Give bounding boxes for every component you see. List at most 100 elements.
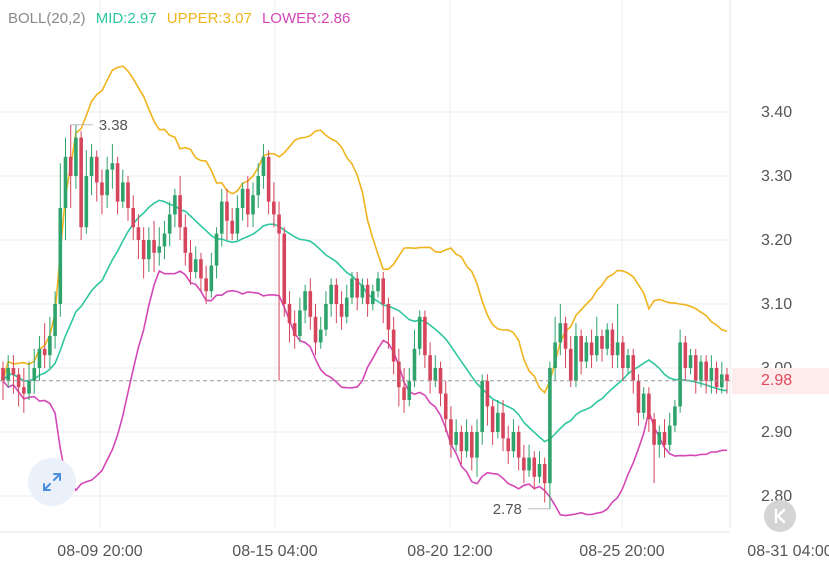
- candle: [496, 400, 500, 439]
- candle: [277, 201, 281, 381]
- candle-body: [308, 291, 313, 317]
- candle-body: [63, 156, 68, 208]
- candle-body: [563, 323, 568, 349]
- expand-button[interactable]: [28, 458, 76, 506]
- candle-body: [313, 316, 318, 343]
- y-tick-label: 3.10: [761, 296, 792, 313]
- candle-body: [74, 137, 78, 176]
- candle: [360, 278, 365, 304]
- candle: [511, 419, 516, 458]
- candle-body: [126, 182, 130, 208]
- candle: [605, 323, 610, 356]
- candle: [136, 214, 141, 260]
- candle-body: [558, 323, 563, 343]
- candle-body: [542, 464, 547, 484]
- lower-band-line: [2, 269, 727, 517]
- candle-body: [652, 419, 656, 445]
- candle: [579, 329, 583, 375]
- candle: [126, 176, 130, 221]
- mid-band-line: [2, 199, 728, 443]
- candle-body: [714, 368, 719, 388]
- indicator-legend: BOLL(20,2) MID:2.97 UPPER:3.07 LOWER:2.8…: [8, 10, 356, 27]
- y-tick-label: 3.30: [761, 168, 792, 185]
- candle: [37, 336, 42, 381]
- candle: [22, 368, 26, 413]
- x-tick-label: 08-25 20:00: [579, 543, 665, 560]
- candle: [235, 195, 240, 240]
- candle: [615, 304, 620, 368]
- candle-body: [532, 457, 537, 477]
- candle-body: [449, 419, 453, 445]
- candle: [610, 323, 615, 368]
- candle-body: [230, 220, 234, 234]
- candle-body: [605, 329, 610, 349]
- candle: [537, 451, 542, 484]
- candle: [376, 272, 380, 298]
- candle-body: [324, 304, 328, 330]
- candle-body: [11, 368, 16, 375]
- candle-body: [27, 380, 31, 394]
- candle-body: [277, 214, 281, 234]
- candle-body: [506, 438, 511, 452]
- candle: [621, 336, 625, 381]
- candle: [167, 201, 172, 247]
- x-tick-label: 08-15 04:00: [232, 543, 318, 560]
- candle: [214, 227, 219, 279]
- candle: [266, 150, 271, 215]
- candle-body: [256, 176, 261, 196]
- candle: [68, 124, 73, 208]
- candle: [63, 137, 68, 240]
- candle: [350, 272, 354, 304]
- candle: [48, 316, 52, 368]
- candle-body: [428, 355, 432, 381]
- candle-body: [37, 348, 42, 368]
- candle-body: [22, 387, 26, 394]
- candle: [219, 188, 224, 247]
- candle: [381, 272, 386, 324]
- candle-body: [376, 278, 380, 292]
- upper-band-line: [2, 65, 728, 394]
- candle-body: [725, 374, 729, 381]
- candle: [417, 310, 422, 356]
- candle: [438, 361, 443, 407]
- candle: [485, 374, 490, 426]
- candle-body: [162, 233, 167, 247]
- candle-body: [183, 227, 188, 253]
- candle-body: [246, 188, 250, 215]
- candle-body: [579, 336, 583, 362]
- candle-body: [240, 188, 245, 208]
- scroll-back-button[interactable]: [764, 500, 796, 532]
- candle-body: [391, 329, 396, 362]
- candle: [183, 214, 188, 266]
- candle: [548, 361, 552, 509]
- candle: [110, 144, 115, 189]
- candle: [292, 310, 297, 349]
- candle: [141, 227, 146, 279]
- x-tick-label: 08-09 20:00: [57, 543, 143, 560]
- candle: [157, 227, 162, 266]
- candle-body: [397, 361, 401, 388]
- candle: [240, 182, 245, 221]
- candle-body: [402, 387, 406, 400]
- candle-body: [68, 156, 73, 176]
- y-tick-label: 2.90: [761, 424, 792, 441]
- candle-body: [454, 432, 458, 445]
- candle: [32, 348, 37, 394]
- candle-body: [32, 368, 37, 381]
- candle-body: [136, 227, 141, 240]
- candle-body: [600, 336, 604, 349]
- candle: [693, 348, 698, 394]
- candle: [647, 387, 651, 432]
- candle: [667, 412, 672, 452]
- candle-body: [417, 316, 422, 349]
- candles: [1, 124, 729, 509]
- candle: [251, 182, 255, 228]
- candle-body: [261, 156, 266, 176]
- candle-body: [657, 432, 662, 445]
- candle: [152, 220, 156, 272]
- candle-body: [386, 304, 391, 330]
- candle-body: [282, 233, 287, 304]
- candle-body: [16, 374, 21, 388]
- candle-body: [339, 304, 344, 317]
